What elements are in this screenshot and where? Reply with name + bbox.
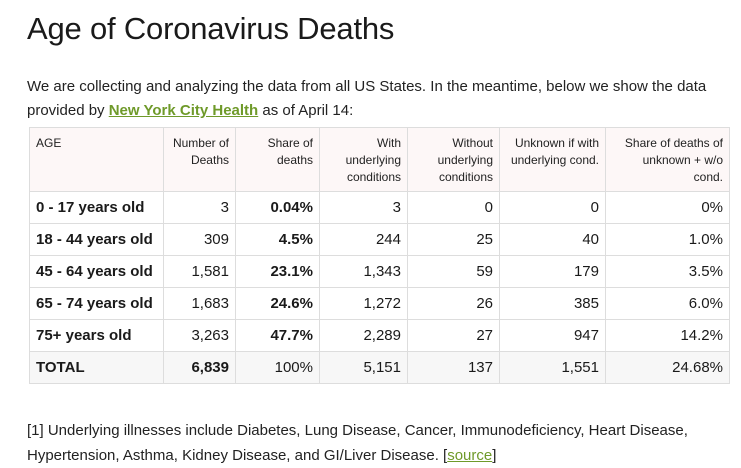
total-deaths-cell: 6,839	[163, 351, 236, 384]
total-without-conditions-cell: 137	[407, 351, 500, 384]
share-cell: 23.1%	[235, 255, 320, 288]
total-share-cell: 100%	[235, 351, 320, 384]
share-cell: 24.6%	[235, 287, 320, 320]
without-conditions-cell: 0	[407, 191, 500, 224]
share-cell: 47.7%	[235, 319, 320, 352]
deaths-cell: 1,683	[163, 287, 236, 320]
header-with-conditions: With underlying conditions	[319, 127, 408, 192]
table-row: 18 - 44 years old 309 4.5% 244 25 40 1.0…	[29, 223, 730, 256]
age-cell: 75+ years old	[29, 319, 164, 352]
intro-text: We are collecting and analyzing the data…	[27, 78, 707, 119]
deaths-cell: 1,581	[163, 255, 236, 288]
with-conditions-cell: 244	[319, 223, 408, 256]
footnote-closing: ]	[492, 447, 497, 464]
deaths-cell: 3,263	[163, 319, 236, 352]
unknown-conditions-cell: 179	[499, 255, 606, 288]
unknown-conditions-cell: 947	[499, 319, 606, 352]
total-with-conditions-cell: 5,151	[319, 351, 408, 384]
header-unknown-conditions: Unknown if with underlying cond.	[499, 127, 606, 192]
page-title: Age of Coronavirus Deaths	[27, 11, 395, 46]
with-conditions-cell: 1,343	[319, 255, 408, 288]
age-cell: 0 - 17 years old	[29, 191, 164, 224]
total-unknown-conditions-cell: 1,551	[499, 351, 606, 384]
age-cell: 65 - 74 years old	[29, 287, 164, 320]
total-share-unknown-cell: 24.68%	[605, 351, 730, 384]
share-unknown-cell: 1.0%	[605, 223, 730, 256]
share-unknown-cell: 14.2%	[605, 319, 730, 352]
header-share-unknown-without: Share of deaths of unknown + w/o cond.	[605, 127, 730, 192]
share-unknown-cell: 3.5%	[605, 255, 730, 288]
intro-date-text: as of April 14:	[258, 102, 354, 119]
without-conditions-cell: 25	[407, 223, 500, 256]
table-row: 45 - 64 years old 1,581 23.1% 1,343 59 1…	[29, 255, 730, 288]
share-unknown-cell: 0%	[605, 191, 730, 224]
table-row: 75+ years old 3,263 47.7% 2,289 27 947 1…	[29, 319, 730, 352]
header-number-of-deaths: Number of Deaths	[163, 127, 236, 192]
without-conditions-cell: 26	[407, 287, 500, 320]
age-cell: 45 - 64 years old	[29, 255, 164, 288]
table-header-row: AGE Number of Deaths Share of deaths Wit…	[29, 127, 730, 192]
footnote-text: [1] Underlying illnesses include Diabete…	[27, 422, 688, 464]
footnote: [1] Underlying illnesses include Diabete…	[27, 418, 731, 468]
unknown-conditions-cell: 40	[499, 223, 606, 256]
without-conditions-cell: 59	[407, 255, 500, 288]
intro-paragraph: We are collecting and analyzing the data…	[27, 75, 731, 123]
header-age: AGE	[29, 127, 164, 192]
share-cell: 0.04%	[235, 191, 320, 224]
total-row: TOTAL 6,839 100% 5,151 137 1,551 24.68%	[29, 351, 730, 384]
header-without-conditions: Without underlying conditions	[407, 127, 500, 192]
with-conditions-cell: 2,289	[319, 319, 408, 352]
age-cell: 18 - 44 years old	[29, 223, 164, 256]
unknown-conditions-cell: 385	[499, 287, 606, 320]
with-conditions-cell: 1,272	[319, 287, 408, 320]
age-deaths-table: AGE Number of Deaths Share of deaths Wit…	[29, 127, 730, 384]
total-label-cell: TOTAL	[29, 351, 164, 384]
table-row: 0 - 17 years old 3 0.04% 3 0 0 0%	[29, 191, 730, 224]
source-link[interactable]: source	[447, 447, 493, 464]
without-conditions-cell: 27	[407, 319, 500, 352]
nyc-health-link[interactable]: New York City Health	[108, 102, 259, 119]
with-conditions-cell: 3	[319, 191, 408, 224]
share-cell: 4.5%	[235, 223, 320, 256]
unknown-conditions-cell: 0	[499, 191, 606, 224]
deaths-cell: 3	[163, 191, 236, 224]
table-row: 65 - 74 years old 1,683 24.6% 1,272 26 3…	[29, 287, 730, 320]
header-share-of-deaths: Share of deaths	[235, 127, 320, 192]
share-unknown-cell: 6.0%	[605, 287, 730, 320]
deaths-cell: 309	[163, 223, 236, 256]
